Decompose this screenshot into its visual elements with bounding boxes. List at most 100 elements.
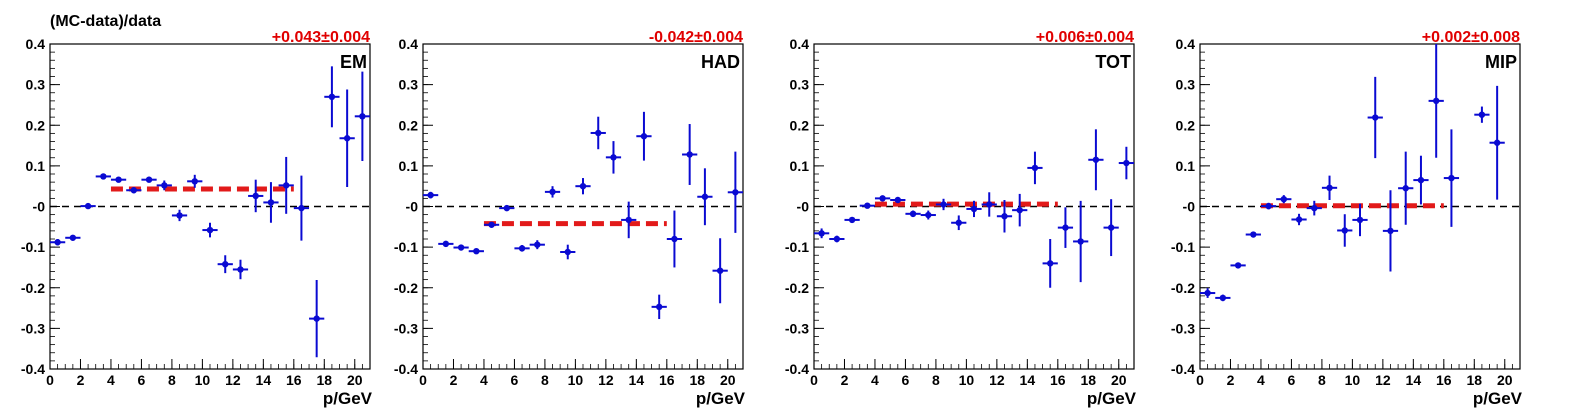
point-marker: [1432, 97, 1440, 105]
point-marker: [488, 221, 495, 228]
data-point: [514, 245, 530, 252]
point-marker: [1265, 202, 1272, 210]
panel-had: 0.4 0.3 0.2 0.1 -0 -0.1 -0.2 -0.3 -0.40 2 4 6 8 10 12 1…: [394, 29, 746, 408]
point-marker: [1062, 224, 1069, 231]
data-point: [1057, 207, 1074, 248]
y-tick-label: 0.2: [399, 117, 419, 133]
fit-result-text: +0.006±0.004: [1036, 29, 1134, 46]
point-marker: [894, 196, 902, 204]
data-point: [126, 187, 142, 194]
data-point: [844, 216, 860, 224]
x-tick-label: 16: [1436, 372, 1452, 388]
x-tick-label: 12: [225, 372, 241, 388]
point-marker: [161, 182, 168, 189]
point-marker: [176, 212, 183, 219]
point-marker: [1402, 185, 1409, 192]
data-point: [293, 175, 310, 241]
x-tick-label: 20: [347, 372, 363, 388]
data-point: [263, 182, 279, 223]
data-point: [529, 240, 545, 250]
y-tick-label: 0.2: [1176, 117, 1196, 133]
data-point: [1260, 202, 1277, 210]
point-marker: [145, 176, 153, 183]
y-tick-label: -0.3: [1171, 320, 1195, 336]
point-marker: [1077, 238, 1084, 245]
y-tick-label: -0: [33, 199, 46, 215]
y-tick-label: 0.2: [26, 117, 46, 133]
y-tick-label: 0.3: [399, 77, 419, 93]
data-point: [560, 244, 576, 260]
y-tick-label: 0.1: [26, 158, 46, 174]
point-marker: [1031, 164, 1039, 172]
y-tick-label: -0.1: [1171, 239, 1195, 255]
y-tick-label: 0.3: [1176, 77, 1196, 93]
x-tick-label: 6: [138, 372, 146, 388]
point-marker: [54, 239, 61, 246]
data-point: [1073, 200, 1089, 283]
point-marker: [955, 219, 962, 226]
x-tick-label: 12: [989, 372, 1005, 388]
data-point: [590, 116, 606, 150]
point-marker: [848, 216, 856, 224]
y-tick-label: -0.4: [21, 361, 45, 377]
point-marker: [503, 204, 511, 212]
data-point: [1337, 214, 1353, 247]
y-tick-label: 0.1: [790, 158, 810, 174]
point-marker: [833, 235, 841, 243]
x-tick-label: 0: [419, 372, 427, 388]
point-marker: [579, 182, 587, 190]
x-tick-label: 2: [841, 372, 849, 388]
point-marker: [1001, 213, 1008, 220]
panel-label: TOT: [1095, 52, 1131, 72]
data-point: [65, 234, 81, 241]
y-tick-label: -0.4: [785, 361, 809, 377]
data-point: [1245, 231, 1261, 238]
point-marker: [328, 93, 336, 101]
data-point: [605, 141, 622, 174]
data-point: [1042, 239, 1058, 288]
point-marker: [130, 187, 138, 194]
data-point: [483, 221, 500, 228]
point-marker: [427, 191, 434, 199]
y-tick-label: -0: [406, 199, 419, 215]
panel-tot: 0.4 0.3 0.2 0.1 -0 -0.1 -0.2 -0.3 -0.40 2 4 6 8 10 12 1…: [785, 29, 1137, 408]
x-tick-label: 6: [1288, 372, 1296, 388]
x-tick-label: 4: [107, 372, 115, 388]
point-marker: [1016, 206, 1023, 214]
y-tick-label: -0.3: [21, 320, 45, 336]
data-point: [187, 174, 203, 188]
point-marker: [534, 241, 541, 248]
point-marker: [595, 129, 602, 137]
data-point: [621, 201, 637, 239]
data-point: [814, 228, 830, 239]
data-point: [1103, 199, 1119, 257]
panel-label: HAD: [701, 52, 740, 72]
x-tick-label: 8: [932, 372, 940, 388]
x-tick-label: 18: [1466, 372, 1482, 388]
point-marker: [1448, 174, 1455, 182]
data-point: [141, 176, 157, 183]
point-marker: [100, 173, 107, 180]
data-point: [935, 198, 952, 211]
x-axis-title: p/GeV: [1087, 389, 1137, 408]
data-point: [156, 180, 172, 191]
data-point: [666, 210, 683, 268]
y-tick-label: -0.2: [785, 280, 809, 296]
data-point: [1291, 213, 1307, 226]
fit-result-text: +0.002±0.008: [1422, 29, 1520, 46]
point-marker: [1478, 111, 1486, 118]
point-marker: [343, 135, 351, 142]
data-point: [682, 124, 698, 185]
y-tick-label: -0: [797, 199, 810, 215]
x-tick-label: 4: [1257, 372, 1265, 388]
data-point: [278, 156, 294, 214]
point-marker: [655, 303, 663, 311]
data-point: [890, 196, 906, 204]
point-marker: [864, 202, 871, 209]
data-point: [453, 244, 469, 251]
point-marker: [115, 176, 122, 183]
panel-label: EM: [340, 52, 367, 72]
data-point: [651, 294, 667, 320]
point-marker: [1219, 294, 1227, 302]
point-marker: [1326, 184, 1333, 192]
